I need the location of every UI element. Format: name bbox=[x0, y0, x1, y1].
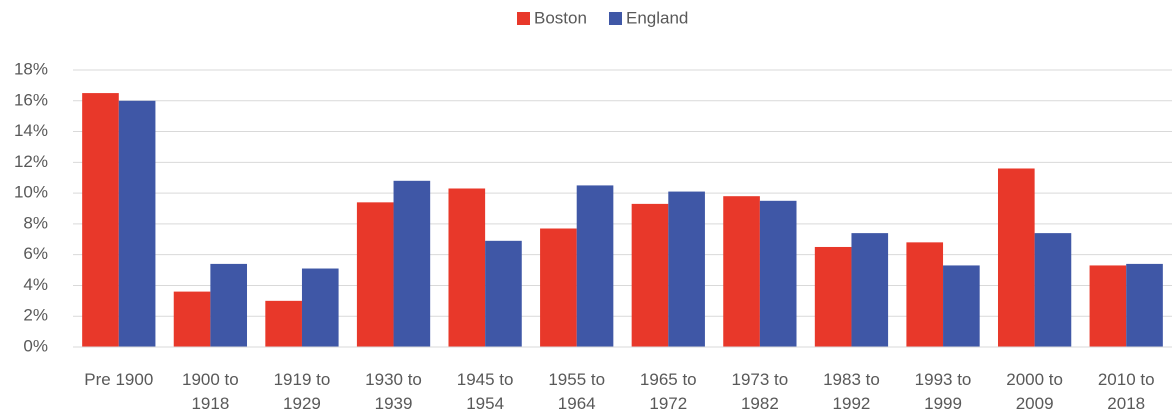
bar bbox=[631, 203, 669, 347]
x-tick-label: 1900 to 1918 bbox=[182, 370, 239, 413]
y-tick-label: 10% bbox=[14, 183, 48, 202]
y-tick-label: 12% bbox=[14, 152, 48, 171]
bar bbox=[576, 185, 614, 347]
y-tick-label: 0% bbox=[23, 336, 48, 355]
bar bbox=[448, 188, 486, 347]
bar bbox=[301, 268, 339, 347]
y-tick-label: 16% bbox=[14, 90, 48, 109]
bar bbox=[723, 196, 760, 347]
legend-label: Boston bbox=[534, 8, 587, 27]
bar bbox=[997, 168, 1035, 347]
x-tick-label: 1965 to 1972 bbox=[639, 370, 697, 413]
x-tick-label: 1973 to 1982 bbox=[731, 370, 789, 413]
y-tick-label: 18% bbox=[14, 59, 48, 78]
bar bbox=[356, 202, 394, 347]
x-tick-label: 1955 to 1964 bbox=[548, 370, 606, 413]
bar bbox=[814, 246, 852, 347]
x-tick-label: 1983 to 1992 bbox=[823, 370, 880, 413]
x-tick-label: 1993 to 1999 bbox=[914, 370, 972, 413]
y-tick-label: 14% bbox=[14, 121, 48, 140]
y-tick-label: 8% bbox=[23, 213, 48, 232]
bar bbox=[485, 240, 522, 347]
bar bbox=[82, 93, 119, 347]
bar bbox=[1089, 265, 1127, 347]
x-tick-label: 1945 to 1954 bbox=[456, 370, 514, 413]
bar bbox=[540, 228, 577, 347]
legend-swatch bbox=[517, 12, 530, 25]
bar bbox=[668, 191, 705, 347]
y-tick-label: 2% bbox=[23, 306, 48, 325]
bar bbox=[1126, 263, 1163, 347]
bar bbox=[759, 200, 797, 347]
bar bbox=[943, 265, 980, 347]
x-tick-label: 2000 to 2009 bbox=[1006, 370, 1063, 413]
bar bbox=[173, 291, 211, 347]
bar bbox=[265, 300, 302, 347]
x-tick-label: Pre 1900 bbox=[84, 370, 154, 389]
bar bbox=[393, 180, 431, 347]
y-tick-label: 4% bbox=[23, 275, 48, 294]
x-tick-label: 1930 to 1939 bbox=[365, 370, 422, 413]
bar bbox=[851, 233, 889, 347]
bar bbox=[1034, 233, 1072, 347]
legend-label: England bbox=[626, 8, 688, 27]
x-tick-label: 1919 to 1929 bbox=[273, 370, 331, 413]
bar bbox=[118, 100, 156, 348]
bar bbox=[906, 242, 944, 347]
legend-swatch bbox=[609, 12, 622, 25]
y-tick-label: 6% bbox=[23, 244, 48, 263]
x-tick-label: 2010 to 2018 bbox=[1097, 370, 1155, 413]
bar bbox=[210, 263, 248, 347]
